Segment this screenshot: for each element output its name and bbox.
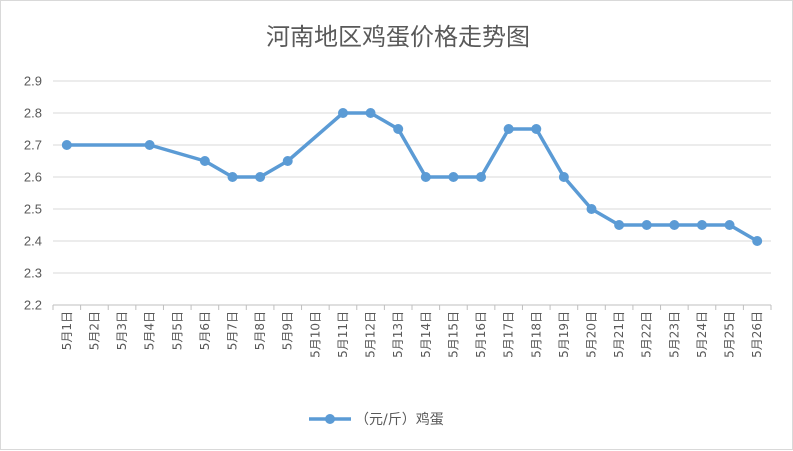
x-tick-label: 5月10日: [308, 311, 322, 358]
x-tick-label: 5月25日: [723, 311, 737, 358]
data-point: [282, 156, 293, 166]
x-tick-label: 5月16日: [474, 311, 488, 358]
x-tick-label: 5月9日: [281, 311, 295, 350]
chart-title: 河南地区鸡蛋价格走势图: [266, 23, 530, 51]
x-tick-label: 5月24日: [695, 311, 709, 358]
data-point: [724, 220, 735, 230]
x-tick-label: 5月3日: [115, 311, 129, 350]
x-tick-label: 5月2日: [87, 311, 101, 350]
data-point: [503, 124, 514, 134]
data-point: [641, 220, 652, 230]
x-tick-label: 5月17日: [502, 311, 516, 358]
x-tick-label: 5月6日: [198, 311, 212, 350]
legend: （元/斤）鸡蛋: [309, 411, 444, 428]
x-tick-label: 5月26日: [750, 311, 764, 358]
x-tick-label: 5月7日: [226, 311, 240, 350]
x-tick-label: 5月14日: [419, 311, 433, 358]
x-tick-label: 5月8日: [253, 311, 267, 350]
legend-label: （元/斤）鸡蛋: [355, 411, 444, 428]
data-point: [337, 108, 348, 118]
y-tick-label: 2.3: [24, 266, 42, 281]
data-point: [61, 140, 72, 150]
x-tick-label: 5月18日: [529, 311, 543, 358]
data-point: [420, 172, 431, 182]
data-point: [476, 172, 487, 182]
x-tick-label: 5月12日: [364, 311, 378, 358]
x-tick-label: 5月19日: [557, 311, 571, 358]
x-tick-label: 5月1日: [60, 311, 74, 350]
y-axis-ticks: 2.2 2.3 2.4 2.5 2.6 2.7 2.8 2.9: [24, 74, 42, 313]
x-tick-label: 5月21日: [612, 311, 626, 358]
legend-marker-icon: [325, 414, 335, 424]
data-point: [144, 140, 155, 150]
x-tick-label: 5月11日: [336, 311, 350, 358]
series-egg-price: [61, 108, 763, 246]
series-line: [65, 111, 759, 243]
y-tick-label: 2.7: [24, 138, 42, 153]
y-tick-label: 2.6: [24, 170, 42, 185]
y-tick-label: 2.9: [24, 74, 42, 89]
x-tick-label: 5月5日: [170, 311, 184, 350]
data-point: [558, 172, 569, 182]
data-point: [669, 220, 680, 230]
data-point: [365, 108, 376, 118]
data-point: [586, 204, 597, 214]
data-point: [199, 156, 210, 166]
x-tick-label: 5月22日: [640, 311, 654, 358]
data-point: [752, 236, 763, 246]
x-tick-label: 5月13日: [391, 311, 405, 358]
x-tick-label: 5月20日: [585, 311, 599, 358]
data-point: [255, 172, 266, 182]
y-tick-label: 2.5: [24, 202, 42, 217]
gridlines: [53, 80, 771, 306]
x-tick-label: 5月4日: [143, 311, 157, 350]
data-point: [227, 172, 238, 182]
data-point: [531, 124, 542, 134]
data-point: [393, 124, 404, 134]
data-point: [448, 172, 459, 182]
y-tick-label: 2.2: [24, 298, 42, 313]
data-point: [614, 220, 625, 230]
y-tick-label: 2.8: [24, 106, 42, 121]
x-axis: 5月1日 5月2日 5月3日 5月4日 5月5日 5月6日 5月7日 5月8日 5月9日 5月10…: [52, 305, 772, 358]
data-point: [696, 220, 707, 230]
x-tick-label: 5月23日: [667, 311, 681, 358]
y-tick-label: 2.4: [24, 234, 42, 249]
x-tick-label: 5月15日: [446, 311, 460, 358]
